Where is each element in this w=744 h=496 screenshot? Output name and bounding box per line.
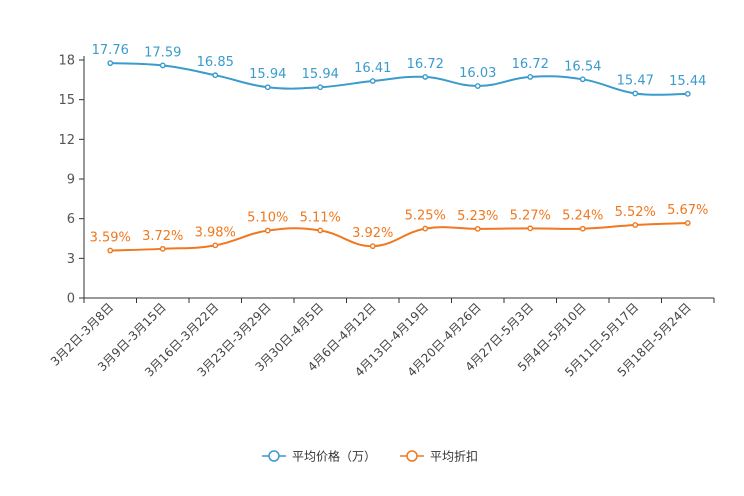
y-tick-label: 6 [67,212,75,227]
data-label: 15.44 [669,74,706,89]
data-point [632,222,639,228]
legend-item-1[interactable]: 平均价格（万） [262,449,376,464]
legend-label: 平均折扣 [430,449,478,464]
data-point [159,245,166,252]
data-label: 3.98% [195,225,236,240]
legend-marker-icon [406,450,418,462]
data-point [422,225,429,232]
data-label: 16.85 [197,55,234,70]
data-label: 16.72 [512,57,549,72]
series-line-2 [110,222,688,252]
y-tick-label: 3 [67,252,75,267]
data-label: 16.72 [407,57,444,72]
data-point [317,227,324,234]
data-label: 5.23% [457,209,498,224]
data-point [317,84,324,91]
data-point [474,83,481,89]
data-point [422,74,429,80]
y-tick-label: 9 [67,173,75,188]
data-label: 15.47 [617,73,654,88]
data-label: 15.94 [249,67,286,82]
data-point [107,247,114,254]
data-label: 5.25% [405,209,446,224]
data-label: 5.27% [510,208,551,223]
data-label: 5.11% [300,210,341,225]
data-point [369,243,376,250]
data-label: 5.24% [562,209,603,224]
y-tick-label: 18 [58,54,75,69]
data-point [579,225,586,232]
y-tick-label: 0 [67,292,75,307]
data-label: 17.76 [92,43,129,58]
data-point [212,72,219,79]
y-tick-label: 12 [58,133,75,148]
legend-marker-icon [268,450,280,462]
data-point [474,225,481,232]
data-point [159,62,166,69]
data-point [684,220,691,226]
legend-item-2[interactable]: 平均折扣 [400,449,478,464]
data-point [107,60,114,67]
series-line-1 [110,62,688,96]
data-label: 3.59% [90,231,131,246]
data-label: 5.10% [247,211,288,226]
data-point [527,225,534,232]
data-label: 3.92% [352,226,393,241]
y-tick-label: 15 [58,93,75,108]
data-point [264,227,271,234]
data-label: 16.03 [459,66,496,81]
data-point [264,84,271,91]
data-label: 16.41 [354,61,391,76]
data-point [527,74,534,80]
data-label: 15.94 [302,67,339,82]
data-point [369,78,376,84]
data-point [684,90,691,97]
data-label: 5.52% [615,205,656,220]
data-label: 17.59 [144,45,181,60]
data-label: 16.54 [564,59,601,74]
legend-label: 平均价格（万） [292,449,376,464]
data-point [212,242,219,249]
data-label: 3.72% [142,229,183,244]
data-point [579,76,586,83]
data-point [632,90,639,97]
chart-legend[interactable]: 平均价格（万） 平均折扣 [262,449,478,464]
data-label: 5.67% [667,203,708,218]
